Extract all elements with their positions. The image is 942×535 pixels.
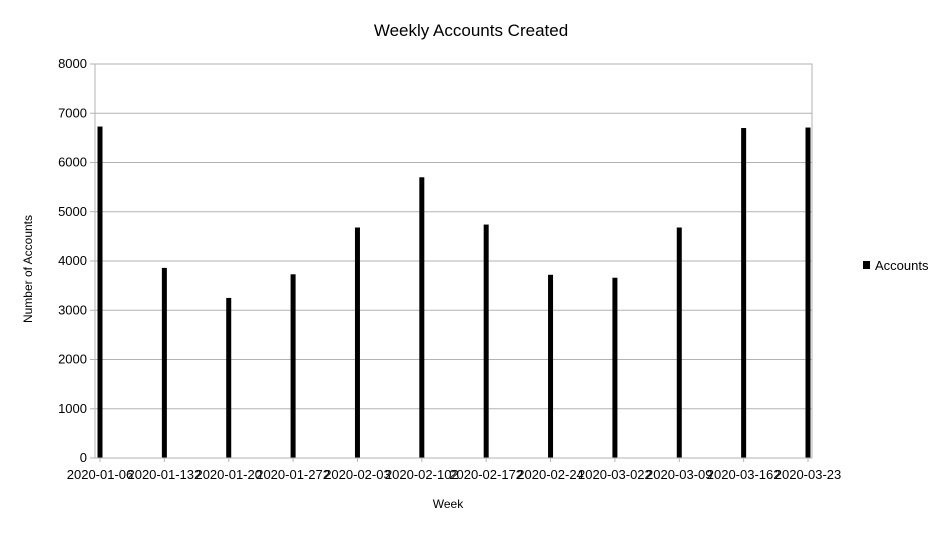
- gridlines: [95, 63, 812, 459]
- x-tick-label: 2020-03-09: [646, 467, 713, 482]
- bar: [290, 274, 296, 458]
- chart-title: Weekly Accounts Created: [374, 21, 568, 40]
- legend: Accounts: [863, 258, 929, 273]
- bar: [483, 224, 489, 458]
- x-axis-label: Week: [433, 497, 464, 511]
- bar: [161, 267, 167, 458]
- x-tick-label: 2020-01-20: [195, 467, 262, 482]
- x-tick-label: 2020-02-03: [324, 467, 391, 482]
- bar: [676, 227, 682, 458]
- tick-labels: 0 1000 2000 3000 4000 5000 6000 7000 8000 2020-01…: [58, 56, 841, 482]
- plot-frame: [94, 63, 813, 459]
- y-tick-label: 8000: [58, 56, 87, 71]
- y-tick-label: 2000: [58, 352, 87, 367]
- x-tick-label: 2020-01-132: [127, 467, 201, 482]
- axes: [90, 63, 813, 462]
- legend-label: Accounts: [875, 258, 929, 273]
- legend-swatch: [863, 261, 870, 269]
- y-tick-label: 7000: [58, 105, 87, 120]
- x-tick-label: 2020-01-272: [256, 467, 330, 482]
- y-tick-label: 4000: [58, 253, 87, 268]
- bar: [226, 297, 232, 458]
- bar: [548, 274, 554, 458]
- bar: [805, 127, 811, 458]
- x-tick-label: 2020-01-06: [67, 467, 134, 482]
- bar: [97, 126, 103, 459]
- x-tick-label: 2020-02-172: [449, 467, 523, 482]
- x-tick-label: 2020-03-162: [707, 467, 781, 482]
- bar-series: [97, 126, 811, 459]
- y-tick-label: 1000: [58, 401, 87, 416]
- x-tick-label: 2020-03-23: [775, 467, 842, 482]
- bar: [612, 277, 618, 458]
- y-tick-label: 5000: [58, 204, 87, 219]
- y-tick-label: 3000: [58, 302, 87, 317]
- x-tick-label: 2020-02-24: [517, 467, 584, 482]
- bar: [354, 227, 360, 458]
- y-tick-label: 6000: [58, 155, 87, 170]
- x-tick-label: 2020-03-022: [578, 467, 652, 482]
- bar: [741, 128, 747, 458]
- x-tick-label: 2020-02-102: [385, 467, 459, 482]
- y-axis-label: Number of Accounts: [21, 215, 35, 323]
- bar: [419, 177, 425, 458]
- y-tick-label: 0: [80, 450, 87, 465]
